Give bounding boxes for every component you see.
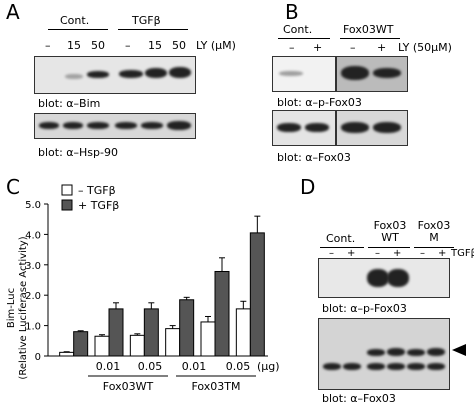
- panel-c-bar: [235, 308, 251, 357]
- panel-c-dose-4: 0.05: [226, 360, 251, 373]
- panel-a-letter: A: [6, 0, 20, 24]
- panel-a-lane-6: 50: [172, 39, 186, 52]
- panel-b-lane-1: –: [289, 41, 295, 54]
- panel-b-group-cont: Cont.: [283, 23, 313, 36]
- panel-a-group-tgfb: TGFβ: [132, 14, 161, 27]
- panel-c-bar: [214, 270, 230, 357]
- panel-d-group-cont: Cont.: [326, 232, 356, 245]
- panel-b-pfox03-blot-right: [336, 56, 408, 92]
- panel-b-letter: B: [285, 0, 299, 24]
- panel-d-pfox03-blot: [318, 258, 450, 298]
- panel-b-lane-2: +: [313, 41, 323, 54]
- panel-a-group-cont: Cont.: [60, 14, 90, 27]
- panel-c-letter: C: [6, 175, 20, 199]
- panel-d-group-m: Fox03 M: [417, 219, 451, 244]
- panel-b-pfox03-label: blot: α–p-Fox03: [277, 96, 362, 109]
- panel-d-fox03-blot: [318, 318, 450, 390]
- panel-d-lane-2: +: [347, 248, 356, 259]
- panel-a-underline-tgfb: [118, 29, 188, 30]
- panel-d-fox03-label: blot: α–Fox03: [322, 392, 396, 405]
- panel-c-legend-minus: – TGFβ: [78, 184, 116, 197]
- panel-d-letter: D: [300, 175, 316, 199]
- panel-c-legend-swatch-plus: [61, 199, 73, 211]
- panel-c-bars: [59, 215, 265, 357]
- panel-c-dose-3: 0.01: [182, 360, 207, 373]
- panel-a-lane-1: –: [45, 39, 51, 52]
- panel-c-ylabel-2: (Relative Luciferase Activity): [18, 236, 29, 379]
- panel-b-pfox03-blot-left: [272, 56, 336, 92]
- panel-c-legend-plus: + TGFβ: [78, 199, 119, 212]
- panel-c-group-tm: Fox03TM: [191, 380, 240, 393]
- panel-c-ytick-label: 2.0: [25, 291, 41, 302]
- panel-d-lane-5: –: [420, 248, 425, 259]
- panel-a-bim-blot: [34, 56, 196, 94]
- panel-c-bar: [249, 232, 265, 357]
- panel-c-ylabel-1: Bim-Luc: [6, 288, 17, 328]
- panel-c-bar: [200, 321, 216, 357]
- panel-d-lane-4: +: [393, 248, 402, 259]
- panel-c-dose-2: 0.05: [138, 360, 163, 373]
- panel-c-group-wt: Fox03WT: [103, 380, 154, 393]
- panel-b-treatment-label: LY (50μM): [398, 41, 452, 54]
- panel-b-group-fox03wt: Fox03WT: [343, 23, 394, 36]
- panel-c-bar: [59, 351, 75, 357]
- panel-b-lane-3: –: [350, 41, 356, 54]
- arrowhead-icon: [452, 344, 466, 356]
- panel-b-fox03-blot-right: [336, 110, 408, 146]
- panel-c-bar: [179, 299, 195, 357]
- panel-d-lane-6: +: [438, 248, 447, 259]
- panel-c-ytick-label: 3.0: [25, 261, 41, 272]
- panel-c-bar: [73, 331, 89, 357]
- panel-a-bim-label: blot: α–Bim: [38, 97, 101, 110]
- panel-c-legend-swatch-minus: [61, 184, 73, 196]
- panel-d-group-wt: Fox03 WT: [373, 219, 407, 244]
- panel-b-lane-4: +: [377, 41, 387, 54]
- panel-c-bar: [165, 328, 181, 357]
- panel-b-underline-cont: [278, 38, 330, 39]
- panel-a-lane-5: 15: [148, 39, 162, 52]
- panel-d-underline-cont: [320, 247, 364, 248]
- panel-c-bar: [143, 308, 159, 357]
- panel-b-underline-fox03wt: [340, 38, 400, 39]
- panel-c-ticks: 0 1.0 2.0 3.0 4.0 5.0: [25, 200, 48, 363]
- panel-d-lane-3: –: [375, 248, 380, 259]
- panel-a-hsp90-label: blot: α–Hsp-90: [38, 146, 118, 159]
- panel-c-ytick-label: 5.0: [25, 200, 41, 211]
- panel-c-ytick-label: 0: [35, 352, 41, 363]
- panel-c-dose-1: 0.01: [96, 360, 121, 373]
- panel-c-bar: [108, 308, 124, 357]
- panel-d-lane-1: –: [329, 248, 334, 259]
- panel-c-ytick-label: 4.0: [25, 230, 41, 241]
- panel-a-hsp90-blot: [34, 113, 196, 139]
- panel-d-underline-m: [414, 247, 454, 248]
- panel-c-chart: 0 1.0 2.0 3.0 4.0 5.0 – TGFβ + TGFβ Bim-Luc (…: [6, 184, 280, 393]
- panel-a-lane-4: –: [125, 39, 131, 52]
- panel-d-underline-wt: [368, 247, 410, 248]
- panel-b-fox03-label: blot: α–Fox03: [277, 151, 351, 164]
- panel-a-lane-2: 15: [67, 39, 81, 52]
- panel-d-treatment-label: TGFβ: [451, 248, 474, 259]
- panel-c-ytick-label: 1.0: [25, 322, 41, 333]
- panel-a-treatment-label: LY (μM): [196, 39, 236, 52]
- panel-c-bar: [129, 334, 145, 357]
- panel-d-pfox03-label: blot: α–p-Fox03: [322, 302, 407, 315]
- panel-b-fox03-blot-left: [272, 110, 336, 146]
- panel-c-dose-unit: (μg): [257, 360, 280, 373]
- panel-a-underline-cont: [48, 29, 108, 30]
- panel-a-lane-3: 50: [91, 39, 105, 52]
- panel-c-bar: [94, 335, 110, 357]
